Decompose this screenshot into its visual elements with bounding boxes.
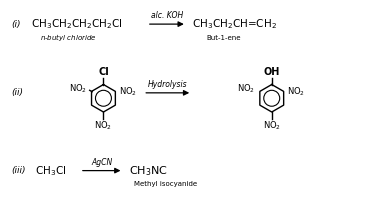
Text: Methyl isocyanide: Methyl isocyanide xyxy=(134,181,197,187)
Text: NO$_2$: NO$_2$ xyxy=(119,85,137,98)
Text: OH: OH xyxy=(264,66,280,77)
Text: CH$_3$CH$_2$CH=CH$_2$: CH$_3$CH$_2$CH=CH$_2$ xyxy=(192,17,277,31)
Text: NO$_2$: NO$_2$ xyxy=(263,120,281,133)
Text: AgCN: AgCN xyxy=(91,158,112,167)
Text: Hydrolysis: Hydrolysis xyxy=(148,80,187,89)
Text: Cl: Cl xyxy=(98,66,109,77)
Text: NO$_2$: NO$_2$ xyxy=(69,83,87,95)
Text: NO$_2$: NO$_2$ xyxy=(238,83,256,95)
Text: CH$_3$Cl: CH$_3$Cl xyxy=(35,164,66,177)
Text: (ii): (ii) xyxy=(11,88,23,97)
Text: (i): (i) xyxy=(11,20,21,29)
Text: (iii): (iii) xyxy=(11,166,26,175)
Text: alc. KOH: alc. KOH xyxy=(151,11,183,20)
Text: NO$_2$: NO$_2$ xyxy=(94,120,112,133)
Text: CH$_3$NC: CH$_3$NC xyxy=(129,164,168,177)
Text: NO$_2$: NO$_2$ xyxy=(287,85,305,98)
Text: $n$-butyl chloride: $n$-butyl chloride xyxy=(40,32,97,43)
Text: CH$_3$CH$_2$CH$_2$CH$_2$Cl: CH$_3$CH$_2$CH$_2$CH$_2$Cl xyxy=(31,17,123,31)
Text: But-1-ene: But-1-ene xyxy=(207,35,241,41)
